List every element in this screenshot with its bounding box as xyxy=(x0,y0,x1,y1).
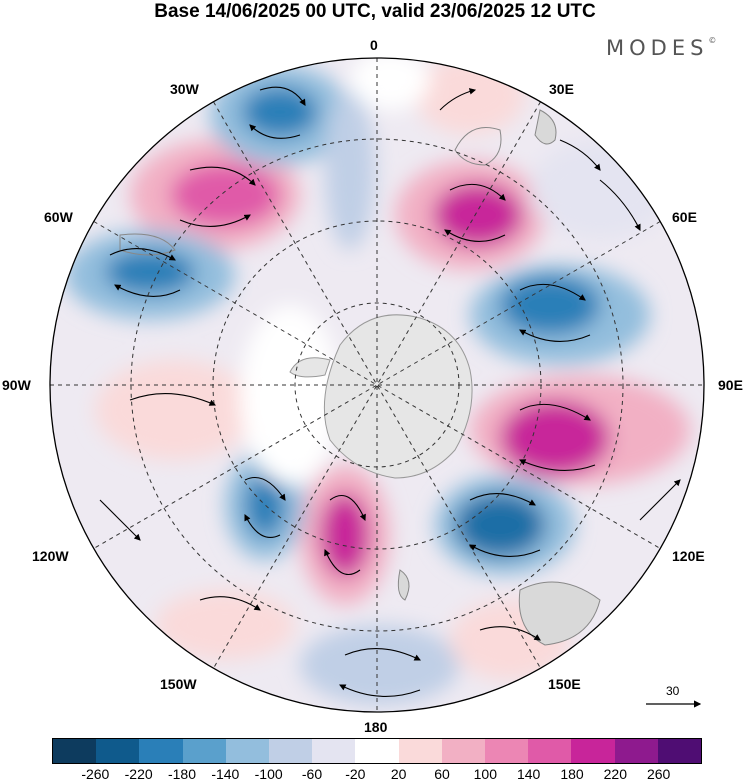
colorbar-tick-label: -60 xyxy=(301,766,323,782)
colorbar-segment xyxy=(182,739,226,763)
label-90e: 90E xyxy=(718,377,743,393)
graticule xyxy=(50,58,704,712)
wind-scale-label: 30 xyxy=(666,684,680,698)
map-title: Base 14/06/2025 00 UTC, valid 23/06/2025… xyxy=(154,1,596,22)
colorbar-segment xyxy=(398,739,442,763)
label-150w: 150W xyxy=(160,676,197,692)
colorbar-segment xyxy=(441,739,486,763)
anomaly-field xyxy=(50,58,704,712)
label-60w: 60W xyxy=(44,209,73,225)
colorbar-tick-label: 220 xyxy=(603,766,628,782)
label-90w: 90W xyxy=(2,377,31,393)
colorbar-segment xyxy=(485,739,529,763)
colorbar-tick-label: 20 xyxy=(390,766,407,782)
colorbar-segment xyxy=(53,739,97,763)
brand-name: MODES xyxy=(606,36,709,60)
brand-logo: MODES© xyxy=(606,36,716,60)
label-30e: 30E xyxy=(549,81,574,97)
label-120e: 120E xyxy=(672,548,705,564)
colorbar-tick-label: 260 xyxy=(646,766,671,782)
colorbar-segment xyxy=(657,739,702,763)
colorbar-tick-label: -180 xyxy=(167,766,197,782)
colorbar xyxy=(52,738,702,764)
colorbar-segment xyxy=(614,739,658,763)
colorbar-segment xyxy=(312,739,356,763)
label-180: 180 xyxy=(364,719,388,735)
wind-arrows xyxy=(99,86,681,697)
map-border xyxy=(49,57,705,713)
label-0: 0 xyxy=(370,37,378,53)
colorbar-tick-label: -220 xyxy=(124,766,153,782)
brand-mark: © xyxy=(708,36,717,45)
colorbar-segment xyxy=(528,739,572,763)
colorbar-segment xyxy=(269,739,313,763)
colorbar-tick-label: 60 xyxy=(434,766,450,782)
colorbar-segment xyxy=(571,739,615,763)
colorbar-segment xyxy=(139,739,183,763)
colorbar-tick-label: 180 xyxy=(560,766,584,782)
colorbar-segment xyxy=(225,739,270,763)
colorbar-tick-label: -100 xyxy=(254,766,283,782)
colorbar-tick-label: -260 xyxy=(81,766,110,782)
colorbar-segment xyxy=(355,739,399,763)
colorbar-tick-label: 140 xyxy=(516,766,541,782)
label-60e: 60E xyxy=(672,209,697,225)
colorbar-tick-label: 100 xyxy=(473,766,498,782)
colorbar-labels: -260 -220 -180 -140 -100 -60 -20 20 60 100 140 180 2… xyxy=(52,766,702,782)
label-150e: 150E xyxy=(548,676,581,692)
antarctica-landmass xyxy=(323,314,473,479)
colorbar-tick-label: -20 xyxy=(345,766,366,782)
label-120w: 120W xyxy=(32,548,69,564)
colorbar-tick-label: -140 xyxy=(211,766,240,782)
colorbar-segment xyxy=(96,739,140,763)
label-30w: 30W xyxy=(170,81,199,97)
